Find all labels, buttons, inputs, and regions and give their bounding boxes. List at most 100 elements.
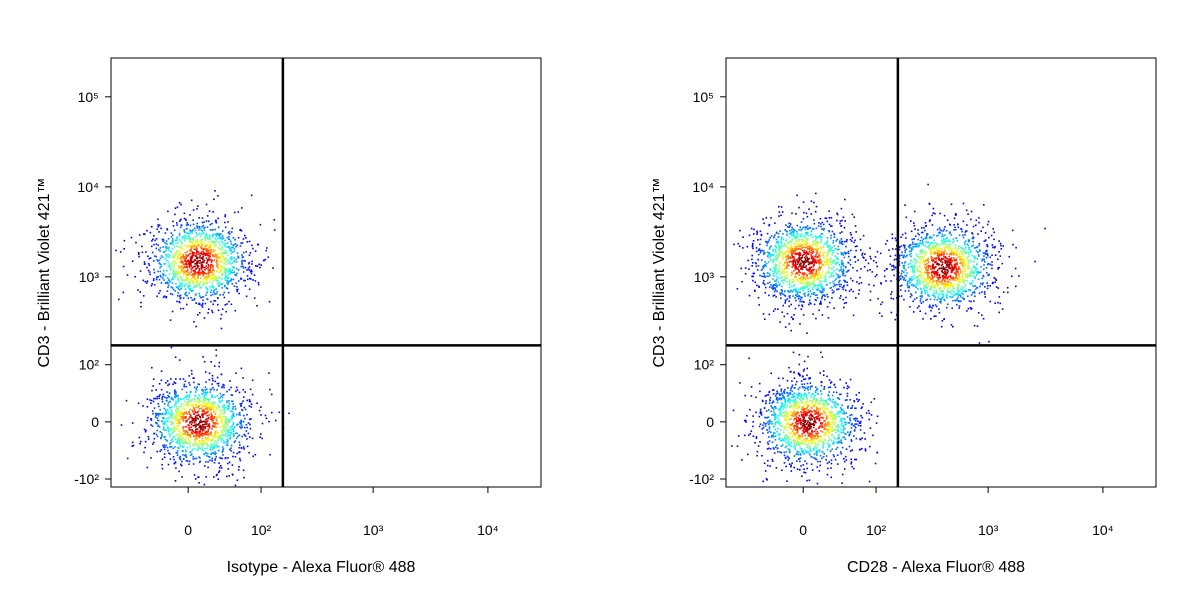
event-dot [775,407,777,409]
event-dot [229,380,231,382]
event-dot [239,412,241,414]
event-dot [917,229,919,231]
event-dot [998,251,1000,253]
event-dot [189,253,191,255]
event-dot [152,443,154,445]
event-dot [920,288,922,290]
event-dot [1000,255,1002,257]
event-dot [193,238,195,240]
event-dot [901,255,903,257]
event-dot [749,295,751,297]
event-dot [862,403,864,405]
event-dot [986,282,988,284]
event-dot [218,285,220,287]
event-dot [773,259,775,261]
event-dot [954,292,956,294]
event-dot [973,257,975,259]
event-dot [784,290,786,292]
event-dot [176,414,178,416]
event-dot [850,379,852,381]
event-dot [855,231,857,233]
event-dot [240,242,242,244]
event-dot [203,249,205,251]
event-dot [790,465,792,467]
event-dot [812,457,814,459]
event-dot [782,305,784,307]
event-dot [887,240,889,242]
event-dot [207,283,209,285]
event-dot [769,440,771,442]
event-dot [762,432,764,434]
event-dot [174,272,176,274]
event-dot [221,314,223,316]
event-dot [236,286,238,288]
event-dot [911,231,913,233]
event-dot [827,463,829,465]
event-dot [197,223,199,225]
event-dot [188,418,190,420]
event-dot [759,248,761,250]
event-dot [156,451,158,453]
event-dot [970,301,972,303]
event-dot [147,280,149,282]
event-dot [856,270,858,272]
event-dot [938,294,940,296]
event-dot [788,300,790,302]
y-tick-label: 10² [79,357,100,373]
event-dot [826,242,828,244]
event-dot [206,276,208,278]
event-dot [784,294,786,296]
event-dot [830,237,832,239]
event-dot [852,405,854,407]
event-dot [167,427,169,429]
event-dot [826,376,828,378]
event-dot [852,214,854,216]
event-dot [747,454,749,456]
event-dot [792,318,794,320]
event-dot [912,279,914,281]
event-dot [218,446,220,448]
event-dot [842,474,844,476]
event-dot [968,308,970,310]
event-dot [179,254,181,256]
event-dot [138,252,140,254]
event-dot [177,288,179,290]
event-dot [772,271,774,273]
event-dot [768,394,770,396]
event-dot [1002,245,1004,247]
event-dot [748,434,750,436]
event-dot [913,311,915,313]
event-dot [893,298,895,300]
event-dot [222,416,224,418]
event-dot [159,451,161,453]
event-dot [200,447,202,449]
event-dot [196,281,198,283]
event-dot [191,432,193,434]
event-dot [163,408,165,410]
event-dot [197,407,199,409]
event-dot [220,318,222,320]
event-dot [168,429,170,431]
event-dot [245,237,247,239]
event-dot [212,294,214,296]
event-dot [245,285,247,287]
event-dot [800,299,802,301]
event-dot [199,281,201,283]
event-dot [782,378,784,380]
event-dot [840,225,842,227]
event-dot [857,420,859,422]
event-dot [839,297,841,299]
event-dot [230,241,232,243]
event-dot [207,447,209,449]
event-dot [175,378,177,380]
event-dot [797,234,799,236]
event-dot [820,397,822,399]
event-dot [778,378,780,380]
event-dot [189,446,191,448]
event-dot [186,386,188,388]
event-dot [832,231,834,233]
event-dot [246,269,248,271]
event-dot [845,290,847,292]
event-dot [219,426,221,428]
event-dot [243,280,245,282]
